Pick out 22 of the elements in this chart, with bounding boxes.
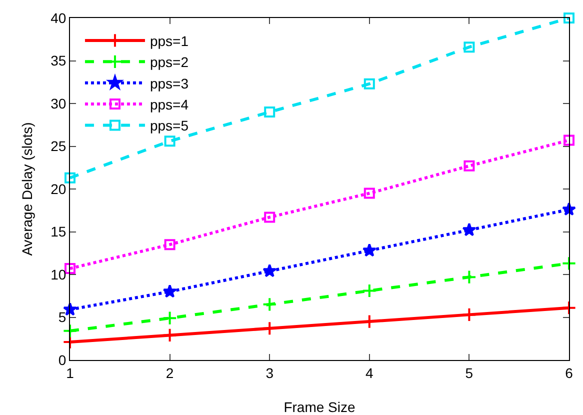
x-tick-label: 1 <box>66 364 74 381</box>
legend-label: pps=3 <box>150 75 189 92</box>
y-tick-label: 25 <box>50 138 66 154</box>
y-tick-label: 10 <box>50 266 66 282</box>
legend-label: pps=5 <box>150 118 189 134</box>
y-tick-label: 5 <box>58 309 66 326</box>
legend-label: pps=1 <box>150 32 189 49</box>
x-tick-label: 5 <box>465 364 474 381</box>
y-tick-label: 20 <box>50 180 66 197</box>
x-tick-label: 4 <box>366 364 374 381</box>
y-tick-label: 40 <box>50 10 66 26</box>
x-tick-label: 3 <box>266 364 274 381</box>
y-tick-label: 15 <box>50 224 66 240</box>
y-tick-label: 30 <box>50 95 66 112</box>
x-axis-title: Frame Size <box>284 399 356 415</box>
legend-label: pps=4 <box>150 96 189 112</box>
x-tick-label: 2 <box>166 364 174 381</box>
x-tick-label: 6 <box>565 364 574 381</box>
legend-label: pps=2 <box>150 54 189 70</box>
y-tick-label: 0 <box>58 352 66 368</box>
y-axis-title: Average Delay (slots) <box>19 122 35 256</box>
y-tick-label: 35 <box>50 52 66 69</box>
